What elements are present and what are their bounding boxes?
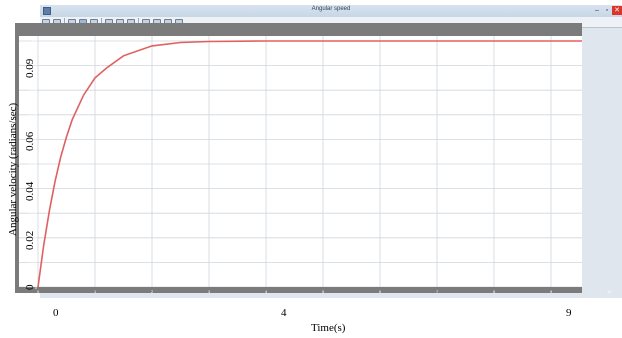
x-tick-small: 1	[94, 289, 97, 294]
x-tick-small: 8	[493, 289, 496, 294]
x-tick-label: 0	[53, 307, 59, 319]
x-tick-label: 9	[566, 307, 572, 319]
x-tick-small: 7	[436, 289, 439, 294]
y-tick-label: 0.04	[24, 181, 36, 201]
x-tick-small: 10	[607, 289, 612, 294]
x-tick-small: 2	[151, 289, 154, 294]
restore-button[interactable]: ▫	[605, 7, 609, 14]
y-tick-small: 0.04	[29, 186, 37, 192]
series-line-0	[37, 40, 582, 287]
y-tick-small: 0.1	[31, 39, 37, 44]
grid	[19, 36, 582, 287]
y-tick-small: 0.08	[29, 88, 37, 94]
y-tick-small: 0.07	[29, 112, 37, 118]
x-tick-small: 9	[550, 289, 553, 294]
toolbar-separator	[101, 18, 102, 26]
x-tick-small: 0	[37, 289, 40, 294]
angular-speed-chart	[19, 36, 582, 287]
toolbar-separator	[64, 18, 65, 26]
x-tick-small: 6	[379, 289, 382, 294]
y-tick-small: 0.09	[29, 63, 37, 69]
x-axis-label: Time(s)	[311, 322, 346, 334]
y-tick-label: 0	[24, 284, 36, 291]
y-tick-label: 0.09	[24, 58, 36, 78]
window-title: Angular speed	[311, 6, 351, 12]
y-tick-label: 0.06	[24, 132, 36, 152]
minimize-button[interactable]: –	[595, 7, 599, 14]
y-tick-small: 0.03	[29, 211, 37, 217]
x-tick-small: 3	[208, 289, 211, 294]
y-tick-small: 0.05	[29, 162, 37, 167]
toolbar-separator	[138, 18, 139, 26]
y-tick-small: 0.06	[29, 137, 37, 143]
x-tick-small: 4	[265, 289, 268, 294]
title-bar[interactable]: Angular speed – ▫ ✕	[40, 5, 622, 17]
y-tick-small: 0.01	[29, 260, 37, 266]
y-axis-label: Angular velocity (radians/sec)	[7, 102, 19, 236]
x-tick-small: 5	[322, 289, 325, 294]
y-tick-small: 0.02	[29, 235, 37, 241]
close-button[interactable]: ✕	[612, 6, 622, 15]
plot-area[interactable]	[19, 36, 582, 287]
y-tick-small: 0	[34, 285, 37, 290]
x-tick-label: 4	[281, 307, 287, 319]
scope-app-icon	[43, 7, 51, 15]
y-tick-label: 0.02	[24, 230, 36, 250]
